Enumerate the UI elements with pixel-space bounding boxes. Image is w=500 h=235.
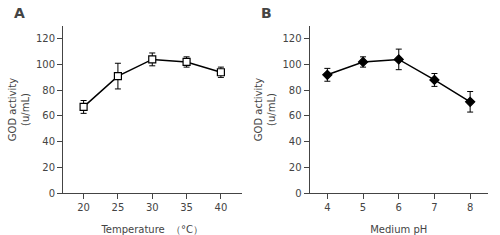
svg-text:20: 20 [42, 162, 55, 173]
svg-text:Temperature （°C）: Temperature （°C） [100, 224, 203, 235]
svg-text:0: 0 [295, 188, 301, 199]
svg-text:35: 35 [180, 202, 193, 213]
svg-text:120: 120 [282, 33, 301, 44]
svg-text:0: 0 [49, 188, 55, 199]
svg-text:Medium pH: Medium pH [370, 224, 427, 235]
svg-text:30: 30 [146, 202, 159, 213]
svg-text:25: 25 [112, 202, 125, 213]
svg-text:100: 100 [36, 59, 55, 70]
svg-text:4: 4 [324, 202, 330, 213]
svg-text:60: 60 [289, 110, 302, 121]
svg-text:GOD activity(u/mL): GOD activity(u/mL) [253, 78, 277, 141]
svg-text:B: B [261, 5, 272, 21]
svg-text:8: 8 [467, 202, 473, 213]
svg-text:5: 5 [360, 202, 366, 213]
svg-text:7: 7 [431, 202, 437, 213]
svg-text:A: A [14, 5, 25, 21]
svg-text:GOD activity(u/mL): GOD activity(u/mL) [7, 78, 31, 141]
svg-text:80: 80 [42, 85, 55, 96]
svg-text:120: 120 [36, 33, 55, 44]
svg-text:6: 6 [396, 202, 402, 213]
svg-text:20: 20 [289, 162, 302, 173]
svg-text:40: 40 [42, 136, 55, 147]
svg-text:80: 80 [289, 85, 302, 96]
svg-text:20: 20 [77, 202, 90, 213]
svg-text:60: 60 [42, 110, 55, 121]
svg-text:40: 40 [289, 136, 302, 147]
svg-text:100: 100 [282, 59, 301, 70]
svg-text:40: 40 [215, 202, 228, 213]
